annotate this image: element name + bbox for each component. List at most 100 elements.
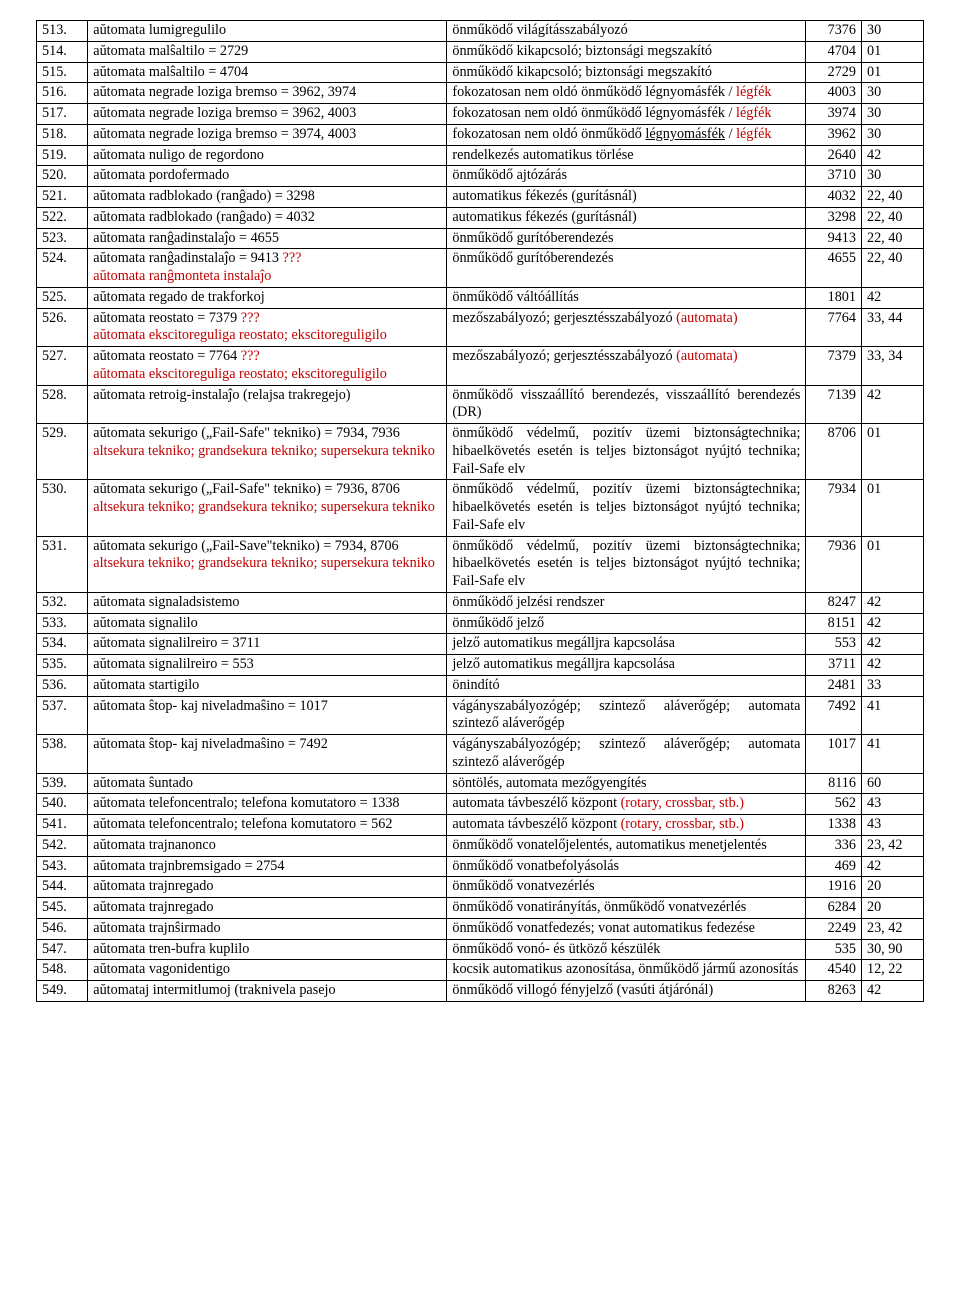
esperanto-term: aŭtomata sekurigo („Fail-Safe" tekniko) … <box>88 480 447 536</box>
code-number: 7376 <box>806 21 862 42</box>
esperanto-term: aŭtomata trajnanonco <box>88 835 447 856</box>
row-index: 518. <box>37 124 88 145</box>
category-code: 01 <box>861 480 923 536</box>
table-row: 539.aŭtomata ŝuntadosöntölés, automata m… <box>37 773 924 794</box>
table-row: 545.aŭtomata trajnregadoönműködő vonatir… <box>37 898 924 919</box>
hungarian-term: önműködő gurítóberendezés <box>447 249 806 288</box>
code-number: 4540 <box>806 960 862 981</box>
hungarian-term: automata távbeszélő központ (rotary, cro… <box>447 794 806 815</box>
row-index: 542. <box>37 835 88 856</box>
category-code: 33, 34 <box>861 347 923 386</box>
hungarian-term: automatikus fékezés (gurításnál) <box>447 187 806 208</box>
row-index: 543. <box>37 856 88 877</box>
table-row: 542.aŭtomata trajnanoncoönműködő vonatel… <box>37 835 924 856</box>
hungarian-term: önműködő gurítóberendezés <box>447 228 806 249</box>
row-index: 539. <box>37 773 88 794</box>
esperanto-term: aŭtomata ŝtop- kaj niveladmaŝino = 1017 <box>88 696 447 735</box>
row-index: 549. <box>37 981 88 1002</box>
row-index: 527. <box>37 347 88 386</box>
table-row: 519.aŭtomata nuligo de regordonorendelke… <box>37 145 924 166</box>
table-row: 544.aŭtomata trajnregadoönműködő vonatve… <box>37 877 924 898</box>
row-index: 534. <box>37 634 88 655</box>
code-number: 535 <box>806 939 862 960</box>
category-code: 12, 22 <box>861 960 923 981</box>
hungarian-term: fokozatosan nem oldó önműködő légnyomásf… <box>447 104 806 125</box>
hungarian-term: önműködő világításszabályozó <box>447 21 806 42</box>
row-index: 520. <box>37 166 88 187</box>
row-index: 540. <box>37 794 88 815</box>
code-number: 2249 <box>806 918 862 939</box>
row-index: 528. <box>37 385 88 424</box>
row-index: 530. <box>37 480 88 536</box>
table-row: 530.aŭtomata sekurigo („Fail-Safe" tekni… <box>37 480 924 536</box>
hungarian-term: önműködő villogó fényjelző (vasúti átjár… <box>447 981 806 1002</box>
code-number: 6284 <box>806 898 862 919</box>
hungarian-term: önműködő visszaállító berendezés, vissza… <box>447 385 806 424</box>
esperanto-term: aŭtomata negrade loziga bremso = 3962, 4… <box>88 104 447 125</box>
table-row: 520.aŭtomata pordofermadoönműködő ajtózá… <box>37 166 924 187</box>
table-row: 522.aŭtomata radblokado (ranĝado) = 4032… <box>37 207 924 228</box>
hungarian-term: önműködő vonó- és ütköző készülék <box>447 939 806 960</box>
row-index: 535. <box>37 655 88 676</box>
code-number: 9413 <box>806 228 862 249</box>
table-row: 536.aŭtomata startigiloönindító248133 <box>37 675 924 696</box>
category-code: 42 <box>861 287 923 308</box>
esperanto-term: aŭtomata radblokado (ranĝado) = 4032 <box>88 207 447 228</box>
esperanto-term: aŭtomata signalilo <box>88 613 447 634</box>
code-number: 2481 <box>806 675 862 696</box>
esperanto-term: aŭtomata tren-bufra kuplilo <box>88 939 447 960</box>
esperanto-term: aŭtomata negrade loziga bremso = 3962, 3… <box>88 83 447 104</box>
row-index: 525. <box>37 287 88 308</box>
esperanto-term: aŭtomata negrade loziga bremso = 3974, 4… <box>88 124 447 145</box>
esperanto-term: aŭtomata vagonidentigo <box>88 960 447 981</box>
esperanto-term: aŭtomata ranĝadinstalaĵo = 9413 ???aŭtom… <box>88 249 447 288</box>
code-number: 562 <box>806 794 862 815</box>
esperanto-term: aŭtomata signalilreiro = 3711 <box>88 634 447 655</box>
hungarian-term: automatikus fékezés (gurításnál) <box>447 207 806 228</box>
esperanto-term: aŭtomata regado de trakforkoj <box>88 287 447 308</box>
hungarian-term: söntölés, automata mezőgyengítés <box>447 773 806 794</box>
table-row: 529.aŭtomata sekurigo („Fail-Safe" tekni… <box>37 424 924 480</box>
row-index: 519. <box>37 145 88 166</box>
category-code: 30 <box>861 166 923 187</box>
category-code: 42 <box>861 634 923 655</box>
category-code: 01 <box>861 424 923 480</box>
table-row: 527.aŭtomata reostato = 7764 ???aŭtomata… <box>37 347 924 386</box>
row-index: 514. <box>37 41 88 62</box>
hungarian-term: önműködő védelmű, pozitív üzemi biztonsá… <box>447 424 806 480</box>
code-number: 7936 <box>806 536 862 592</box>
row-index: 532. <box>37 592 88 613</box>
hungarian-term: jelző automatikus megálljra kapcsolása <box>447 655 806 676</box>
category-code: 42 <box>861 592 923 613</box>
dictionary-table: 513.aŭtomata lumigreguliloönműködő világ… <box>36 20 924 1002</box>
hungarian-term: automata távbeszélő központ (rotary, cro… <box>447 815 806 836</box>
code-number: 7139 <box>806 385 862 424</box>
table-row: 515.aŭtomata malŝaltilo = 4704önműködő k… <box>37 62 924 83</box>
row-index: 531. <box>37 536 88 592</box>
category-code: 41 <box>861 735 923 774</box>
esperanto-term: aŭtomata reostato = 7764 ???aŭtomata eks… <box>88 347 447 386</box>
hungarian-term: önműködő jelzési rendszer <box>447 592 806 613</box>
table-row: 532.aŭtomata signaladsistemoönműködő jel… <box>37 592 924 613</box>
esperanto-term: aŭtomata ŝtop- kaj niveladmaŝino = 7492 <box>88 735 447 774</box>
esperanto-term: aŭtomata ranĝadinstalaĵo = 4655 <box>88 228 447 249</box>
category-code: 01 <box>861 536 923 592</box>
hungarian-term: önműködő kikapcsoló; biztonsági megszakí… <box>447 62 806 83</box>
code-number: 4003 <box>806 83 862 104</box>
code-number: 1338 <box>806 815 862 836</box>
hungarian-term: önműködő ajtózárás <box>447 166 806 187</box>
category-code: 42 <box>861 145 923 166</box>
code-number: 7379 <box>806 347 862 386</box>
code-number: 8706 <box>806 424 862 480</box>
hungarian-term: önműködő vonatbefolyásolás <box>447 856 806 877</box>
esperanto-term: aŭtomata telefoncentralo; telefona komut… <box>88 815 447 836</box>
code-number: 469 <box>806 856 862 877</box>
code-number: 4032 <box>806 187 862 208</box>
esperanto-term: aŭtomata radblokado (ranĝado) = 3298 <box>88 187 447 208</box>
category-code: 22, 40 <box>861 187 923 208</box>
esperanto-term: aŭtomata retroig-instalaĵo (relajsa trak… <box>88 385 447 424</box>
code-number: 4704 <box>806 41 862 62</box>
esperanto-term: aŭtomataj intermitlumoj (traknivela pase… <box>88 981 447 1002</box>
table-row: 534.aŭtomata signalilreiro = 3711jelző a… <box>37 634 924 655</box>
category-code: 33, 44 <box>861 308 923 347</box>
